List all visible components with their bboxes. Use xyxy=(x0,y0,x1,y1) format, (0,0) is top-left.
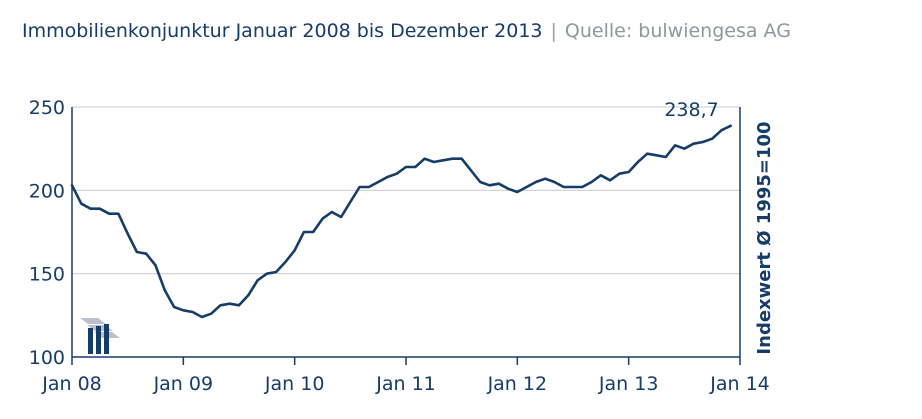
x-tick-label: Jan 11 xyxy=(375,373,436,395)
source-label: Quelle: bulwiengesa AG xyxy=(564,20,791,42)
title-separator: | xyxy=(550,20,557,42)
series-line-0 xyxy=(70,124,733,319)
end-value-annotation: 238,7 xyxy=(664,99,718,121)
gridlines xyxy=(72,106,740,275)
y-tick-label: 100 xyxy=(29,347,65,369)
y-tick-label: 150 xyxy=(29,264,65,286)
axes xyxy=(71,107,741,365)
x-tick-label: Jan 14 xyxy=(709,373,770,395)
tick-labels: 100 150 200 250 Jan 08 Jan 09 Jan 10 Jan 11 Jan … xyxy=(29,97,770,395)
x-tick-label: Jan 13 xyxy=(598,373,659,395)
logo-block-top xyxy=(80,318,106,324)
x-tick-label: Jan 10 xyxy=(264,373,325,395)
x-tick-label: Jan 12 xyxy=(487,373,548,395)
logo-block-bar xyxy=(96,326,101,354)
logo-block-bar xyxy=(88,328,93,354)
x-tick-label: Jan 09 xyxy=(153,373,214,395)
series-group xyxy=(70,124,733,319)
y-tick-label: 200 xyxy=(29,180,65,202)
logo-block-bar xyxy=(104,324,109,354)
chart-title: Immobilienkonjunktur Januar 2008 bis Dez… xyxy=(22,20,543,42)
x-tick-label: Jan 08 xyxy=(41,373,102,395)
y-axis-label: Indexwert Ø 1995=100 xyxy=(754,121,775,354)
bulwiengesa-logo-icon xyxy=(80,318,120,354)
chart-header: Immobilienkonjunktur Januar 2008 bis Dez… xyxy=(22,20,791,42)
y-tick-label: 250 xyxy=(29,97,65,119)
